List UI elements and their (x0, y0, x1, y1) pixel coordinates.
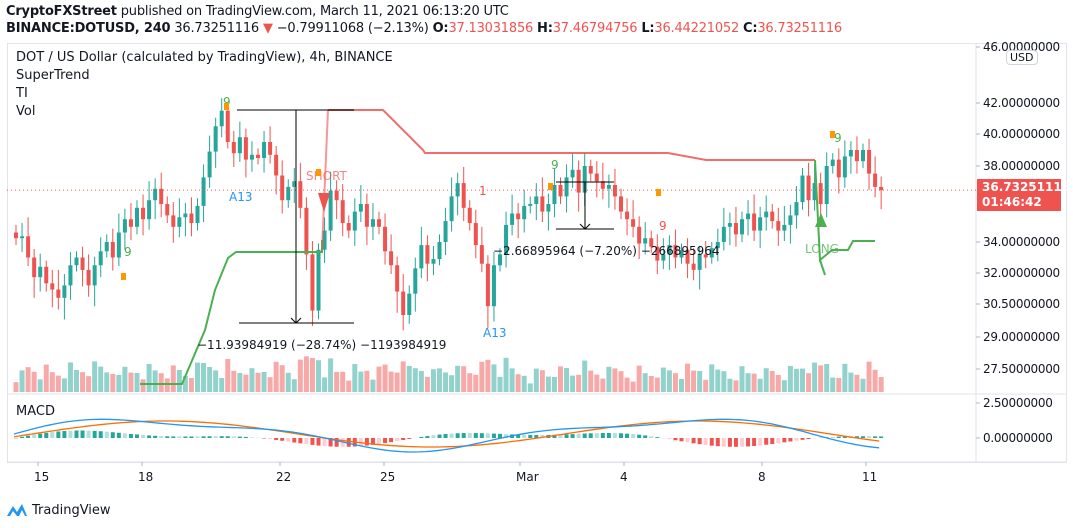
td-count-label: 9 (659, 219, 667, 233)
price-tick-label: 0.00000000 (983, 431, 1053, 445)
close-value: 36.73251116 (757, 21, 842, 36)
info-marker-icon (548, 183, 553, 190)
symbol-info: BINANCE:DOTUSD, 240 36.73251116 ▼ −0.799… (6, 21, 842, 36)
published-text: published on TradingView.com, March 11, … (116, 4, 509, 19)
measure-label-2: −2.66895964 (−7.20%) −266895964 (493, 244, 720, 258)
current-price: 36.73251116 (982, 180, 1071, 194)
legend-supertrend[interactable]: SuperTrend (16, 68, 90, 83)
legend-title: DOT / US Dollar (calculated by TradingVi… (16, 50, 393, 65)
info-marker-icon (656, 189, 661, 196)
legend-vol[interactable]: Vol (16, 104, 36, 119)
price-tick-label: 46.00000000 (983, 40, 1060, 54)
price-tick-label: 42.00000000 (983, 96, 1060, 110)
time-tick-label: Mar (516, 470, 539, 484)
current-price-tag: 36.73251116 01:46:42 (977, 179, 1071, 211)
long-label: LONG (805, 242, 839, 256)
time-tick-label: 11 (862, 470, 878, 484)
a13-label: A13 (229, 190, 252, 204)
publish-info: CryptoFXStreet published on TradingView.… (6, 4, 509, 19)
price-tick-label: 38.00000000 (983, 159, 1060, 173)
price-change: −0.79911068 (−2.13%) (276, 21, 429, 36)
chart-legend: DOT / US Dollar (calculated by TradingVi… (16, 49, 393, 121)
short-label: SHORT (306, 169, 348, 183)
macd-legend[interactable]: MACD (16, 404, 55, 419)
td-count-label: 9 (551, 158, 559, 172)
td-count-label: 9 (124, 245, 132, 259)
close-label: C: (743, 21, 758, 36)
price-tick-label: 27.50000000 (983, 362, 1060, 376)
time-tick-label: 8 (758, 470, 766, 484)
high-value: 37.46794756 (552, 21, 638, 36)
open-value: 37.13031856 (448, 21, 534, 36)
info-marker-icon (830, 131, 835, 138)
high-label: H: (537, 21, 553, 36)
time-tick-label: 18 (138, 470, 154, 484)
time-tick-label: 25 (380, 470, 396, 484)
legend-ti[interactable]: TI (16, 86, 28, 101)
price-tick-label: 30.50000000 (983, 297, 1060, 311)
down-arrow-icon: ▼ (262, 21, 273, 36)
currency-button[interactable]: USD (1006, 50, 1038, 65)
measure-label-1: −11.93984919 (−28.74%) −1193984919 (197, 338, 446, 352)
long-signal-icon (815, 213, 827, 227)
price-tick-label: 32.00000000 (983, 266, 1060, 280)
info-marker-icon (316, 169, 321, 176)
short-signal-icon (318, 193, 330, 212)
publisher-name: CryptoFXStreet (6, 4, 117, 19)
info-marker-icon (224, 103, 229, 110)
time-tick-label: 4 (620, 470, 628, 484)
tradingview-icon (7, 504, 27, 516)
bar-countdown: 01:46:42 (982, 195, 1042, 209)
open-label: O: (432, 21, 449, 36)
time-tick-label: 15 (34, 470, 50, 484)
a13-label: A13 (483, 326, 506, 340)
low-value: 36.44221052 (654, 21, 740, 36)
time-tick-label: 22 (276, 470, 292, 484)
tradingview-brand: TradingView (32, 502, 111, 518)
symbol: BINANCE:DOTUSD, 240 (6, 21, 171, 36)
price-tick-label: 40.00000000 (983, 127, 1060, 141)
info-marker-icon (121, 273, 126, 280)
td-count-label: 9 (223, 95, 231, 109)
low-label: L: (641, 21, 655, 36)
td-count-label: 9 (834, 131, 842, 145)
price-tick-label: 29.00000000 (983, 330, 1060, 344)
td-count-label: 1 (479, 184, 487, 198)
tradingview-logo[interactable]: TradingView (6, 502, 111, 518)
price-tick-label: 2.50000000 (983, 396, 1053, 410)
price-tick-label: 34.00000000 (983, 235, 1060, 249)
last-price: 36.73251116 (174, 21, 260, 36)
